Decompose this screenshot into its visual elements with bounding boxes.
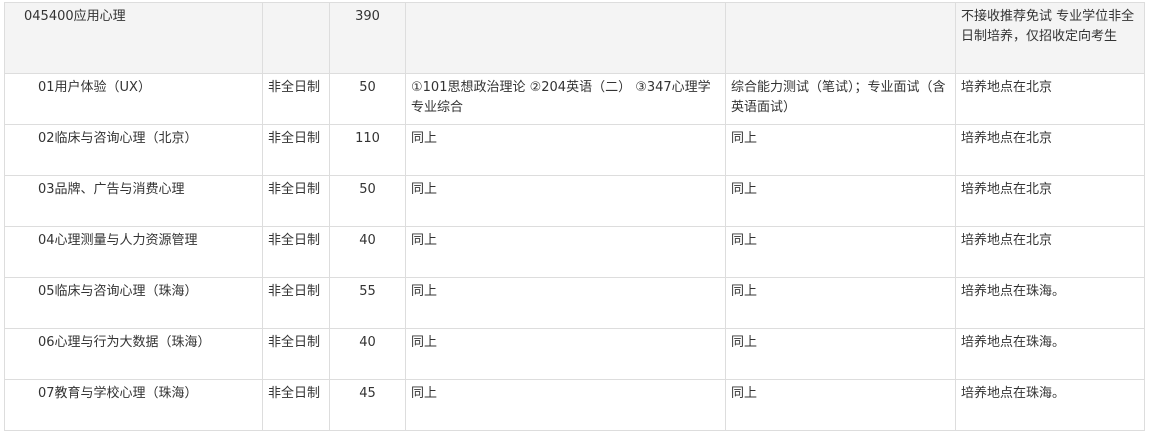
study-mode: 非全日制: [262, 277, 330, 329]
table-row: 06心理与行为大数据（珠海） 非全日制 40 同上 同上 培养地点在珠海。: [4, 328, 1145, 380]
exam-subjects: 同上: [405, 328, 726, 380]
direction-name: 06心理与行为大数据（珠海）: [4, 328, 263, 380]
notes: 培养地点在珠海。: [955, 328, 1145, 380]
quota: 55: [329, 277, 406, 329]
study-mode: 非全日制: [262, 379, 330, 431]
study-mode: 非全日制: [262, 175, 330, 227]
notes: 培养地点在北京: [955, 175, 1145, 227]
study-mode: 非全日制: [262, 328, 330, 380]
exam-subjects: 同上: [405, 277, 726, 329]
major-quota: 390: [329, 2, 406, 74]
notes: 培养地点在珠海。: [955, 379, 1145, 431]
quota: 110: [329, 124, 406, 176]
retest-content: 同上: [725, 328, 956, 380]
quota: 40: [329, 328, 406, 380]
table-row: 05临床与咨询心理（珠海） 非全日制 55 同上 同上 培养地点在珠海。: [4, 277, 1145, 329]
major-notes: 不接收推荐免试 专业学位非全日制培养，仅招收定向考生: [955, 2, 1145, 74]
exam-subjects: ①101思想政治理论 ②204英语（二） ③347心理学专业综合: [405, 73, 726, 125]
retest-content: 同上: [725, 379, 956, 431]
quota: 50: [329, 175, 406, 227]
admissions-table: 045400应用心理 390 不接收推荐免试 专业学位非全日制培养，仅招收定向考…: [4, 2, 1145, 431]
major-retest: [725, 2, 956, 74]
quota: 45: [329, 379, 406, 431]
study-mode: 非全日制: [262, 124, 330, 176]
quota: 40: [329, 226, 406, 278]
notes: 培养地点在珠海。: [955, 277, 1145, 329]
exam-subjects: 同上: [405, 175, 726, 227]
table-row: 04心理测量与人力资源管理 非全日制 40 同上 同上 培养地点在北京: [4, 226, 1145, 278]
direction-name: 05临床与咨询心理（珠海）: [4, 277, 263, 329]
table-row: 01用户体验（UX） 非全日制 50 ①101思想政治理论 ②204英语（二） ③34…: [4, 73, 1145, 125]
quota: 50: [329, 73, 406, 125]
exam-subjects: 同上: [405, 226, 726, 278]
direction-name: 04心理测量与人力资源管理: [4, 226, 263, 278]
major-exam-subjects: [405, 2, 726, 74]
direction-name: 03品牌、广告与消费心理: [4, 175, 263, 227]
study-mode: 非全日制: [262, 73, 330, 125]
retest-content: 综合能力测试（笔试）；专业面试（含英语面试）: [725, 73, 956, 125]
direction-name: 07教育与学校心理（珠海）: [4, 379, 263, 431]
table-row: 02临床与咨询心理（北京） 非全日制 110 同上 同上 培养地点在北京: [4, 124, 1145, 176]
notes: 培养地点在北京: [955, 73, 1145, 125]
table-row: 07教育与学校心理（珠海） 非全日制 45 同上 同上 培养地点在珠海。: [4, 379, 1145, 431]
notes: 培养地点在北京: [955, 226, 1145, 278]
retest-content: 同上: [725, 175, 956, 227]
major-name: 045400应用心理: [4, 2, 263, 74]
direction-name: 02临床与咨询心理（北京）: [4, 124, 263, 176]
exam-subjects: 同上: [405, 124, 726, 176]
retest-content: 同上: [725, 226, 956, 278]
retest-content: 同上: [725, 277, 956, 329]
retest-content: 同上: [725, 124, 956, 176]
notes: 培养地点在北京: [955, 124, 1145, 176]
direction-name: 01用户体验（UX）: [4, 73, 263, 125]
major-row: 045400应用心理 390 不接收推荐免试 专业学位非全日制培养，仅招收定向考…: [4, 2, 1145, 74]
exam-subjects: 同上: [405, 379, 726, 431]
major-mode: [262, 2, 330, 74]
table-row: 03品牌、广告与消费心理 非全日制 50 同上 同上 培养地点在北京: [4, 175, 1145, 227]
study-mode: 非全日制: [262, 226, 330, 278]
